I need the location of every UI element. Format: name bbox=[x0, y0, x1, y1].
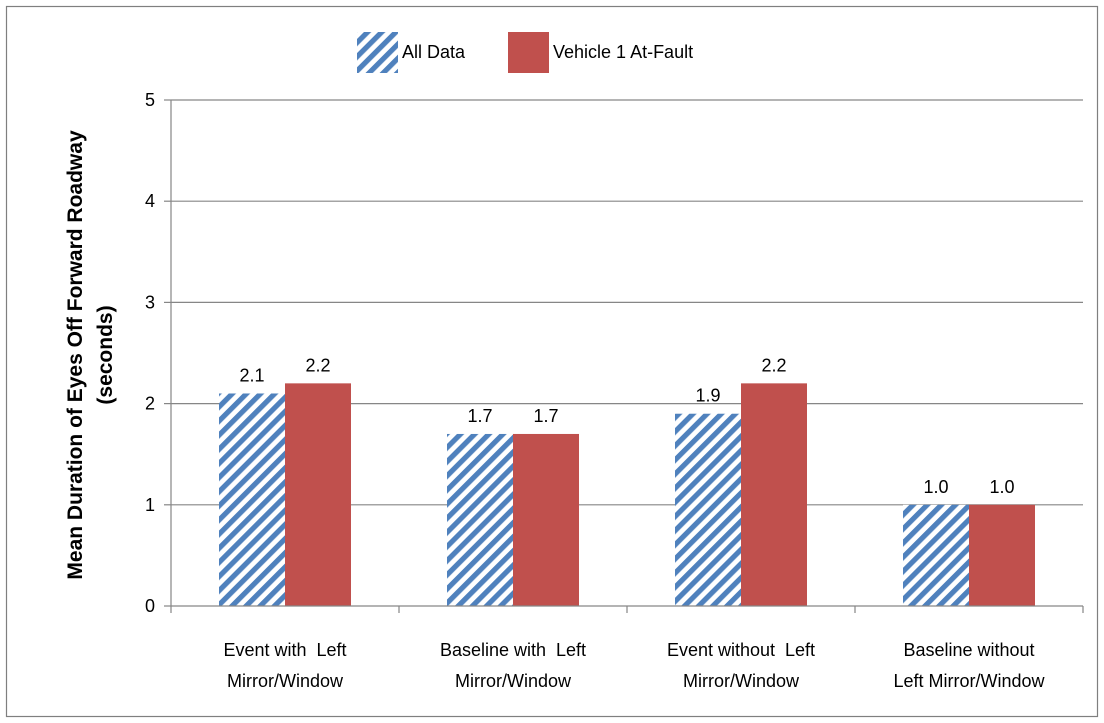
bar-vehicle1-at-fault bbox=[285, 383, 351, 606]
legend-swatch-vehicle1-at-fault bbox=[508, 32, 549, 73]
y-axis-title: Mean Duration of Eyes Off Forward Roadwa… bbox=[64, 130, 117, 580]
bar-all-data bbox=[219, 393, 285, 606]
y-tick-label: 3 bbox=[145, 292, 155, 312]
data-label: 2.2 bbox=[761, 355, 786, 375]
x-category-label: Event with Left bbox=[223, 640, 346, 660]
data-label: 2.1 bbox=[239, 365, 264, 385]
y-axis-title-line: (seconds) bbox=[94, 305, 117, 404]
bar-all-data bbox=[447, 433, 513, 606]
bar-vehicle1-at-fault bbox=[513, 433, 579, 606]
y-axis-title-line: Mean Duration of Eyes Off Forward Roadwa… bbox=[64, 130, 87, 580]
axes bbox=[164, 99, 1084, 613]
bar-vehicle1-at-fault bbox=[741, 383, 807, 606]
data-label: 2.2 bbox=[305, 355, 330, 375]
data-label: 1.7 bbox=[467, 406, 492, 426]
data-label: 1.0 bbox=[923, 477, 948, 497]
legend: All Data Vehicle 1 At-Fault bbox=[357, 32, 693, 73]
x-category-label: Baseline without bbox=[903, 640, 1034, 660]
x-category-label: Event without Left bbox=[667, 640, 815, 660]
x-category-label: Left Mirror/Window bbox=[893, 671, 1045, 691]
data-label: 1.0 bbox=[989, 477, 1014, 497]
x-category-label: Mirror/Window bbox=[683, 671, 800, 691]
y-tick-label: 2 bbox=[145, 394, 155, 414]
data-label: 1.7 bbox=[533, 406, 558, 426]
y-tick-label: 5 bbox=[145, 90, 155, 110]
x-category-label: Baseline with Left bbox=[440, 640, 586, 660]
labels: 0 1 2 3 4 5 2.1 2.2 Event with Left Mirror/Window… bbox=[145, 90, 1046, 691]
bar-all-data bbox=[675, 413, 741, 606]
x-category-label: Mirror/Window bbox=[227, 671, 344, 691]
legend-label: All Data bbox=[402, 42, 466, 62]
bar-all-data bbox=[903, 504, 969, 606]
data-label: 1.9 bbox=[695, 386, 720, 406]
y-tick-label: 1 bbox=[145, 495, 155, 515]
chart-border bbox=[5, 5, 1099, 718]
legend-label: Vehicle 1 At-Fault bbox=[553, 42, 693, 62]
bars bbox=[219, 383, 1035, 606]
bar-vehicle1-at-fault bbox=[969, 504, 1035, 606]
x-category-label: Mirror/Window bbox=[455, 671, 572, 691]
legend-swatch-all-data bbox=[357, 32, 398, 73]
y-tick-label: 0 bbox=[145, 596, 155, 616]
y-tick-label: 4 bbox=[145, 191, 155, 211]
